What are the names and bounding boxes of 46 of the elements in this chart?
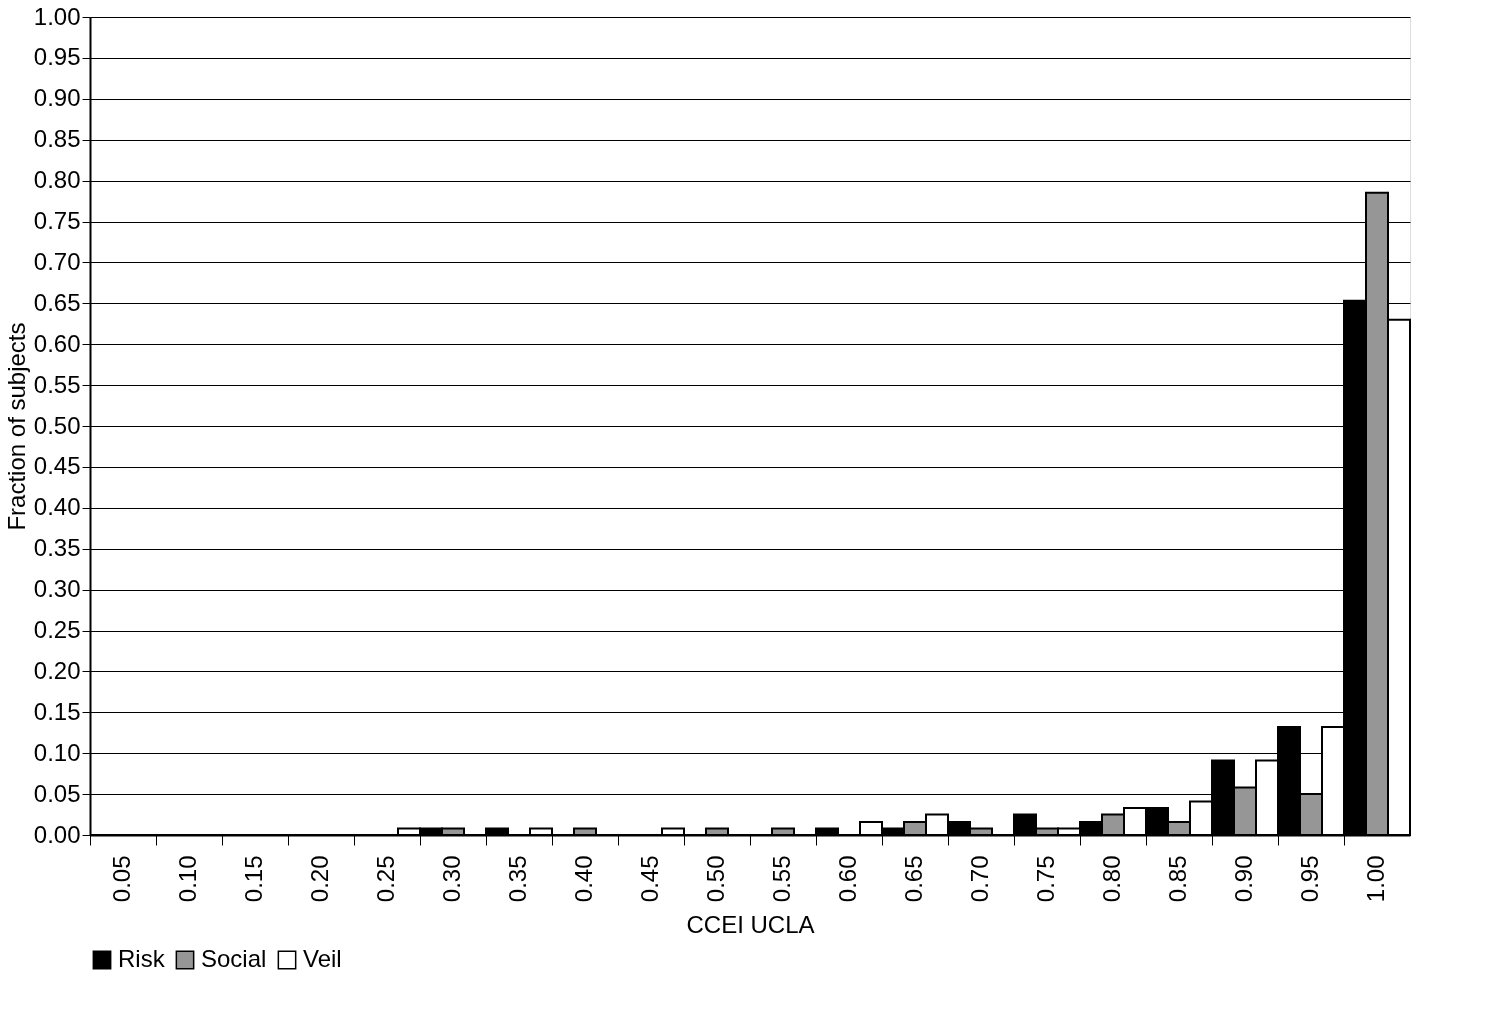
x-tick-label: 0.80 — [1098, 855, 1125, 903]
y-tick-label: 0.75 — [33, 207, 81, 234]
x-tick-label: 0.95 — [1296, 855, 1323, 903]
x-tick-label: 0.50 — [702, 855, 729, 903]
x-tick-label: 0.25 — [372, 855, 399, 903]
legend-label: Veil — [303, 945, 342, 972]
x-tick-label: 0.45 — [636, 855, 663, 903]
x-tick-label: 0.90 — [1230, 855, 1257, 903]
y-tick-label: 0.50 — [33, 411, 81, 439]
x-tick-label: 0.75 — [1032, 855, 1059, 903]
y-tick-label: 0.30 — [33, 575, 81, 603]
y-tick-label: 0.40 — [33, 493, 81, 521]
y-axis-title: Fraction of subjects — [2, 322, 30, 531]
x-tick-label: 0.05 — [108, 855, 135, 903]
y-tick-label: 0.45 — [33, 452, 81, 480]
y-tick-label: 0.05 — [33, 779, 81, 807]
x-tick-label: 0.65 — [900, 855, 927, 903]
y-tick-label: 0.10 — [33, 738, 81, 766]
y-tick-label: 0.70 — [33, 247, 81, 275]
y-tick-label: 0.85 — [33, 125, 81, 153]
y-tick-label: 0.25 — [33, 616, 81, 643]
x-tick-label: 0.30 — [438, 855, 465, 903]
x-tick-label: 0.40 — [570, 855, 597, 903]
y-tick-label: 0.35 — [33, 534, 81, 562]
y-tick-label: 0.60 — [33, 329, 81, 357]
y-tick-label: 0.20 — [33, 656, 81, 684]
y-tick-label: 0.80 — [33, 166, 81, 194]
x-tick-label: 0.20 — [306, 855, 333, 903]
y-tick-label: 0.65 — [33, 288, 81, 316]
y-tick-label: 0.55 — [33, 370, 81, 398]
y-tick-label: 0.15 — [33, 697, 81, 725]
x-tick-label: 0.10 — [174, 855, 201, 903]
x-tick-label: 0.85 — [1164, 855, 1191, 903]
x-tick-label: 0.35 — [504, 855, 531, 903]
legend-label: Social — [201, 945, 267, 972]
x-tick-label: 0.60 — [834, 855, 861, 903]
x-axis-title: CCEI UCLA — [686, 911, 815, 939]
legend-label: Risk — [118, 945, 166, 972]
y-tick-label: 0.00 — [33, 820, 81, 848]
y-tick-label: 0.95 — [33, 43, 81, 71]
x-tick-label: 0.15 — [240, 855, 267, 903]
y-tick-label: 1.00 — [33, 2, 81, 30]
x-tick-label: 1.00 — [1362, 855, 1389, 903]
x-tick-label: 0.70 — [966, 855, 993, 903]
x-tick-label: 0.55 — [768, 855, 795, 903]
y-tick-label: 0.90 — [33, 84, 81, 112]
